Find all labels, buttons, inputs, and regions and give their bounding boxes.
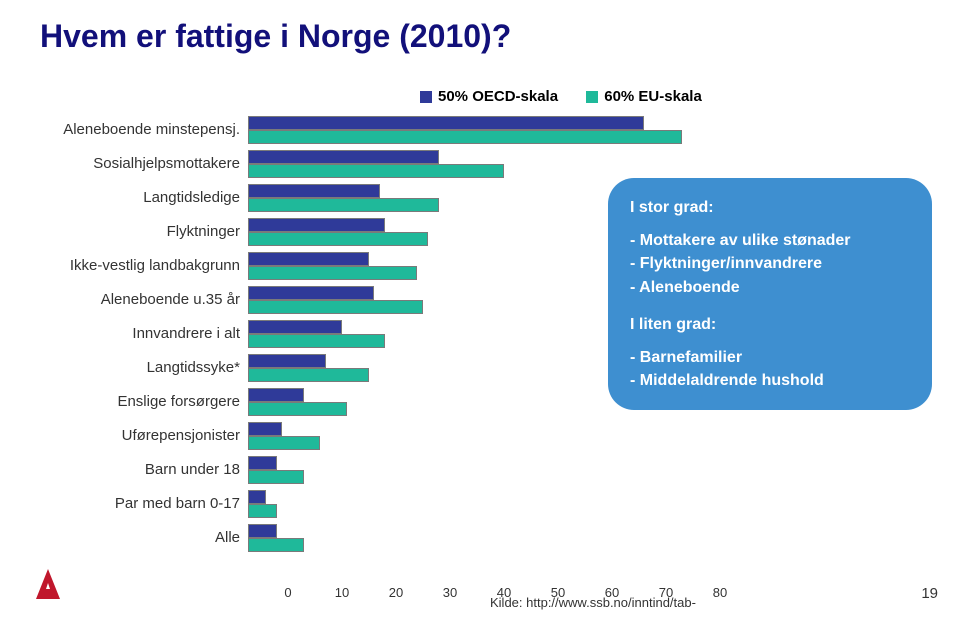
legend-label: 50% OECD-skala bbox=[438, 88, 558, 105]
bar-chart: Aleneboende minstepensj. Sosialhjelpsmott… bbox=[40, 112, 680, 582]
category-label: Innvandrere i alt bbox=[40, 325, 248, 342]
bar-eu bbox=[248, 436, 320, 450]
callout-item: - Middelaldrende hushold bbox=[630, 369, 910, 392]
chart-row: Enslige forsørgere bbox=[40, 384, 680, 418]
bar-oecd bbox=[248, 524, 277, 538]
bar-eu bbox=[248, 334, 385, 348]
bar-eu bbox=[248, 470, 304, 484]
category-label: Langtidsledige bbox=[40, 189, 248, 206]
callout-heading: I stor grad: bbox=[630, 196, 910, 219]
bar-oecd bbox=[248, 116, 644, 130]
callout-item: - Flyktninger/innvandrere bbox=[630, 252, 910, 275]
legend-item: 50% OECD-skala bbox=[420, 88, 558, 105]
chart-row: Uførepensjonister bbox=[40, 418, 680, 452]
callout-heading: I liten grad: bbox=[630, 313, 910, 336]
bar-eu bbox=[248, 198, 439, 212]
axis-tick: 0 bbox=[284, 585, 291, 600]
chart-row: Barn under 18 bbox=[40, 452, 680, 486]
bar-oecd bbox=[248, 422, 282, 436]
bar-eu bbox=[248, 504, 277, 518]
axis-tick: 20 bbox=[389, 585, 403, 600]
bar-group bbox=[248, 418, 680, 452]
legend-swatch-eu bbox=[586, 91, 598, 103]
axis-tick: 80 bbox=[713, 585, 727, 600]
bar-group bbox=[248, 146, 680, 180]
fafo-logo bbox=[30, 565, 102, 608]
axis-tick: 30 bbox=[443, 585, 457, 600]
bar-group bbox=[248, 486, 680, 520]
legend-item: 60% EU-skala bbox=[586, 88, 702, 105]
bar-oecd bbox=[248, 252, 369, 266]
chart-legend: 50% OECD-skala 60% EU-skala bbox=[420, 88, 726, 107]
category-label: Alle bbox=[40, 529, 248, 546]
bar-eu bbox=[248, 538, 304, 552]
category-label: Langtidssyke* bbox=[40, 359, 248, 376]
chart-row: Aleneboende minstepensj. bbox=[40, 112, 680, 146]
legend-label: 60% EU-skala bbox=[604, 88, 702, 105]
bar-oecd bbox=[248, 388, 304, 402]
bar-group bbox=[248, 520, 680, 554]
callout-item: - Aleneboende bbox=[630, 276, 910, 299]
chart-row: Par med barn 0-17 bbox=[40, 486, 680, 520]
bar-oecd bbox=[248, 150, 439, 164]
bar-eu bbox=[248, 368, 369, 382]
bar-oecd bbox=[248, 456, 277, 470]
bar-oecd bbox=[248, 354, 326, 368]
bar-eu bbox=[248, 266, 417, 280]
bar-eu bbox=[248, 402, 347, 416]
category-label: Uførepensjonister bbox=[40, 427, 248, 444]
callout-item: - Barnefamilier bbox=[630, 346, 910, 369]
info-callout: I stor grad: - Mottakere av ulike stønad… bbox=[608, 178, 932, 410]
axis-tick: 10 bbox=[335, 585, 349, 600]
bar-eu bbox=[248, 130, 682, 144]
page-number: 19 bbox=[921, 585, 938, 602]
category-label: Aleneboende minstepensj. bbox=[40, 121, 248, 138]
chart-row: Aleneboende u.35 år bbox=[40, 282, 680, 316]
category-label: Ikke-vestlig landbakgrunn bbox=[40, 257, 248, 274]
chart-row: Flyktninger bbox=[40, 214, 680, 248]
category-label: Sosialhjelpsmottakere bbox=[40, 155, 248, 172]
chart-row: Innvandrere i alt bbox=[40, 316, 680, 350]
bar-oecd bbox=[248, 320, 342, 334]
source-text: Kilde: http://www.ssb.no/inntind/tab- bbox=[490, 595, 696, 610]
bar-oecd bbox=[248, 184, 380, 198]
category-label: Par med barn 0-17 bbox=[40, 495, 248, 512]
category-label: Flyktninger bbox=[40, 223, 248, 240]
chart-row: Sosialhjelpsmottakere bbox=[40, 146, 680, 180]
bar-oecd bbox=[248, 490, 266, 504]
bar-group bbox=[248, 112, 680, 146]
chart-row: Langtidsledige bbox=[40, 180, 680, 214]
bar-eu bbox=[248, 164, 504, 178]
bar-oecd bbox=[248, 286, 374, 300]
category-label: Enslige forsørgere bbox=[40, 393, 248, 410]
chart-row: Langtidssyke* bbox=[40, 350, 680, 384]
page-title: Hvem er fattige i Norge (2010)? bbox=[40, 18, 511, 55]
legend-swatch-oecd bbox=[420, 91, 432, 103]
bar-group bbox=[248, 452, 680, 486]
category-label: Aleneboende u.35 år bbox=[40, 291, 248, 308]
bar-oecd bbox=[248, 218, 385, 232]
category-label: Barn under 18 bbox=[40, 461, 248, 478]
chart-row: Ikke-vestlig landbakgrunn bbox=[40, 248, 680, 282]
bar-eu bbox=[248, 232, 428, 246]
chart-row: Alle bbox=[40, 520, 680, 554]
callout-item: - Mottakere av ulike stønader bbox=[630, 229, 910, 252]
bar-eu bbox=[248, 300, 423, 314]
